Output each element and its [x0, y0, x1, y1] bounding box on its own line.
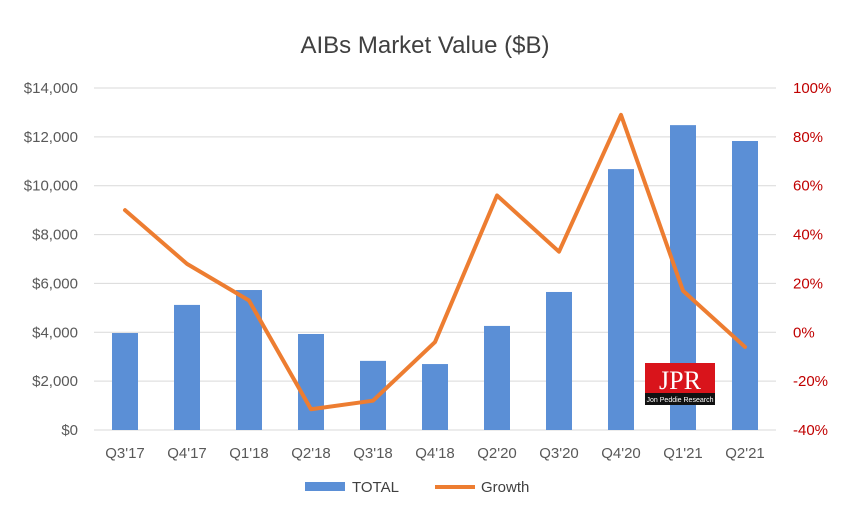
left-tick-label: $6,000 — [32, 275, 78, 292]
x-tick-label: Q4'18 — [415, 445, 455, 462]
bar-total — [112, 333, 138, 430]
left-tick-label: $2,000 — [32, 373, 78, 390]
right-tick-label: -40% — [793, 422, 828, 439]
x-tick-label: Q3'20 — [539, 445, 579, 462]
right-tick-label: 0% — [793, 324, 815, 341]
bar-total — [608, 169, 634, 431]
gridlines — [94, 87, 776, 431]
right-tick-label: 100% — [793, 80, 831, 97]
x-tick-label: Q4'17 — [167, 445, 207, 462]
left-tick-label: $10,000 — [24, 178, 78, 195]
legend-label-total: TOTAL — [352, 479, 399, 496]
left-tick-label: $12,000 — [24, 129, 78, 146]
right-tick-label: 60% — [793, 178, 823, 195]
left-axis: $0 $2,000 $4,000 $6,000 $8,000 $10,000 $12,000… — [24, 80, 78, 439]
x-tick-label: Q2'21 — [725, 445, 765, 462]
bar-total — [732, 141, 758, 430]
x-tick-label: Q4'20 — [601, 445, 641, 462]
x-tick-label: Q2'20 — [477, 445, 517, 462]
bar-total — [546, 291, 572, 430]
logo-subtext: Jon Peddie Research — [647, 397, 714, 404]
right-tick-label: 40% — [793, 227, 823, 244]
x-tick-label: Q3'17 — [105, 445, 145, 462]
legend: TOTAL Growth — [305, 479, 529, 496]
chart-title: AIBs Market Value ($B) — [301, 32, 550, 59]
bar-total — [484, 325, 510, 430]
bar-total — [422, 364, 448, 430]
x-tick-label: Q1'21 — [663, 445, 703, 462]
legend-label-growth: Growth — [481, 479, 529, 496]
left-tick-label: $0 — [61, 422, 78, 439]
right-tick-label: 80% — [793, 129, 823, 146]
left-tick-label: $4,000 — [32, 324, 78, 341]
bar-total — [360, 360, 386, 430]
left-tick-label: $8,000 — [32, 227, 78, 244]
x-tick-label: Q3'18 — [353, 445, 393, 462]
bar-total — [236, 290, 262, 430]
bar-total — [174, 304, 200, 430]
legend-swatch-total — [305, 482, 345, 491]
right-axis: -40% -20% 0% 20% 40% 60% 80% 100% — [793, 80, 831, 439]
left-tick-label: $14,000 — [24, 80, 78, 97]
watermark-logo: JPR Jon Peddie Research — [645, 363, 715, 405]
right-tick-label: -20% — [793, 373, 828, 390]
x-axis: Q3'17 Q4'17 Q1'18 Q2'18 Q3'18 Q4'18 Q2'20 Q3'20… — [105, 445, 765, 462]
x-tick-label: Q1'18 — [229, 445, 269, 462]
x-tick-label: Q2'18 — [291, 445, 331, 462]
right-tick-label: 20% — [793, 275, 823, 292]
growth-line — [123, 112, 747, 412]
bar-total — [298, 333, 324, 430]
logo-text: JPR — [659, 366, 702, 395]
